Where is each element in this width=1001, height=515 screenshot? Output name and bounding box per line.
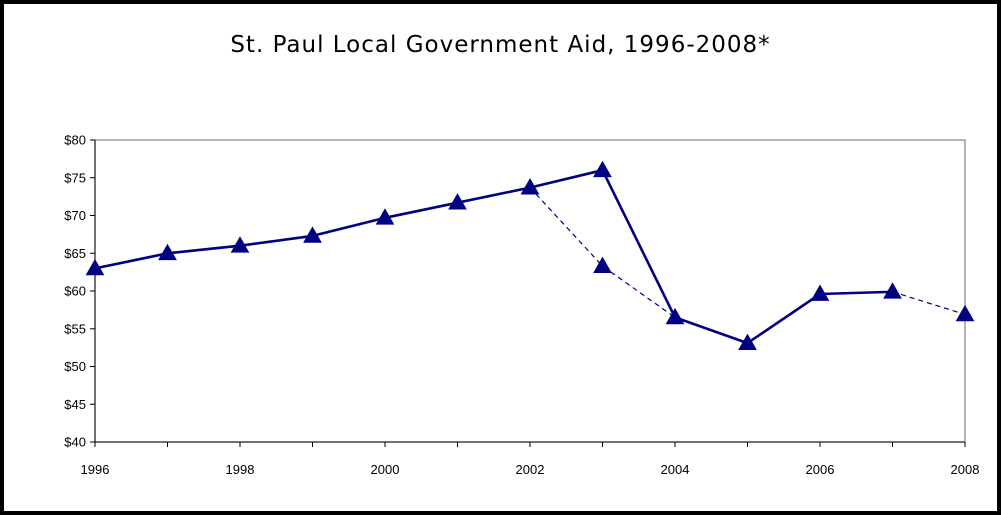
x-tick-label: 2008 [951, 462, 980, 477]
data-point-marker [810, 284, 830, 301]
y-tick-label: $50 [64, 359, 86, 374]
data-point-marker [230, 236, 250, 253]
data-point-marker [448, 193, 467, 210]
data-point-marker [593, 256, 612, 273]
series-line-solid [94, 168, 893, 345]
data-point-marker [375, 208, 395, 225]
y-tick-label: $60 [64, 284, 86, 299]
x-tick-label: 2002 [516, 462, 545, 477]
x-tick-label: 2000 [371, 462, 400, 477]
y-tick-label: $65 [64, 246, 86, 261]
data-point-marker [158, 243, 177, 261]
y-tick-label: $80 [64, 133, 86, 148]
data-point-marker [883, 282, 902, 299]
x-tick-label: 1996 [81, 462, 110, 477]
series-line-dashed [529, 187, 676, 318]
y-tick-label: $75 [64, 170, 86, 185]
data-point-marker [738, 333, 757, 350]
y-tick-label: $40 [64, 435, 86, 450]
y-tick-label: $70 [64, 208, 86, 223]
x-tick-label: 1998 [226, 462, 255, 477]
data-point-marker [303, 226, 322, 243]
data-point-marker [665, 307, 685, 325]
x-tick-label: 2004 [661, 462, 690, 477]
y-tick-label: $55 [64, 321, 86, 336]
data-point-marker [520, 178, 540, 195]
chart-title: St. Paul Local Government Aid, 1996-2008… [230, 32, 771, 58]
data-point-marker [955, 304, 975, 322]
x-tick-label: 2006 [806, 462, 835, 477]
y-tick-label: $45 [64, 397, 86, 412]
series-line-dashed [892, 291, 966, 315]
data-point-marker [593, 160, 612, 178]
data-point-marker [85, 258, 105, 276]
